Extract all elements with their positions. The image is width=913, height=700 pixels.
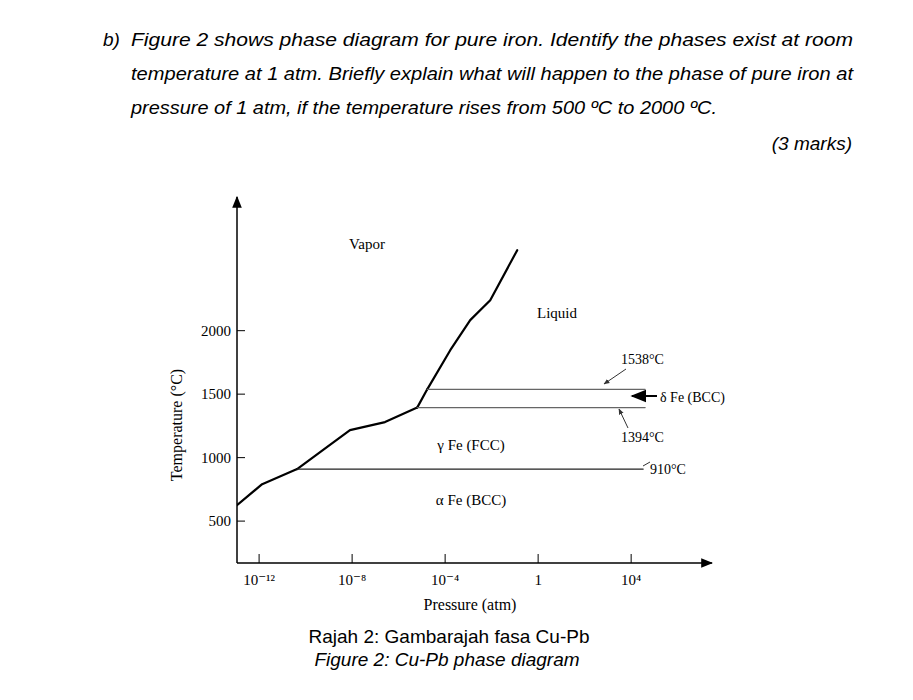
phase-boundary	[427, 250, 517, 389]
annotation: α Fe (BCC)	[436, 492, 506, 509]
y-tick	[237, 330, 245, 331]
y-axis-label: Temperature (°C)	[168, 369, 186, 481]
y-axis	[236, 197, 238, 563]
annotation: δ Fe (BCC)	[660, 390, 725, 406]
y-tick-label: 500	[209, 513, 232, 529]
leader-arrow	[632, 395, 657, 397]
x-axis-label: Pressure (atm)	[424, 596, 517, 614]
x-tick	[259, 554, 260, 563]
annotation: 1538°C	[621, 352, 664, 367]
x-tick-label: 10⁻⁴	[431, 572, 459, 588]
y-tick-label: 1500	[201, 386, 231, 402]
x-tick	[352, 554, 353, 563]
x-tick-label: 10⁻⁸	[338, 572, 366, 588]
annotation: Liquid	[537, 305, 577, 321]
phase-boundary	[297, 408, 417, 469]
leader-arrow	[604, 369, 626, 384]
phase-boundary	[417, 389, 427, 407]
annotation: γ Fe (FCC)	[436, 437, 504, 454]
phase-boundary	[427, 389, 645, 390]
x-tick-label: 10⁻¹²	[243, 572, 275, 588]
x-tick	[538, 554, 539, 563]
caption: Rajah 2: Gambarajah fasa Cu-Pb	[309, 626, 590, 647]
phase-boundary	[297, 468, 643, 469]
question-line: pressure of 1 atm, if the temperature ri…	[130, 97, 717, 118]
x-axis	[237, 562, 712, 564]
phase-boundary	[237, 469, 297, 505]
leader-line	[643, 462, 650, 466]
marks: (3 marks)	[772, 133, 852, 154]
y-tick	[237, 394, 245, 395]
leader-arrow	[619, 409, 628, 428]
annotation: Vapor	[349, 236, 385, 252]
y-tick	[237, 521, 245, 522]
caption: Figure 2: Cu-Pb phase diagram	[314, 649, 579, 670]
y-tick	[237, 457, 245, 458]
phase-boundary	[417, 407, 645, 408]
x-tick	[445, 554, 446, 563]
figure: b) Figure 2 shows phase diagram for pure …	[0, 0, 913, 700]
y-tick-label: 1000	[201, 450, 231, 466]
annotation: 910°C	[650, 462, 686, 477]
x-tick-label: 10⁴	[621, 572, 641, 588]
x-tick-label: 1	[534, 572, 542, 588]
y-tick-label: 2000	[201, 323, 231, 339]
annotation: 1394°C	[621, 430, 664, 445]
question-line: temperature at 1 atm. Briefly explain wh…	[131, 63, 854, 84]
question-label: b)	[103, 29, 120, 50]
phase-boundaries	[237, 250, 645, 505]
x-tick	[631, 554, 632, 563]
question-line: Figure 2 shows phase diagram for pure ir…	[131, 29, 853, 50]
